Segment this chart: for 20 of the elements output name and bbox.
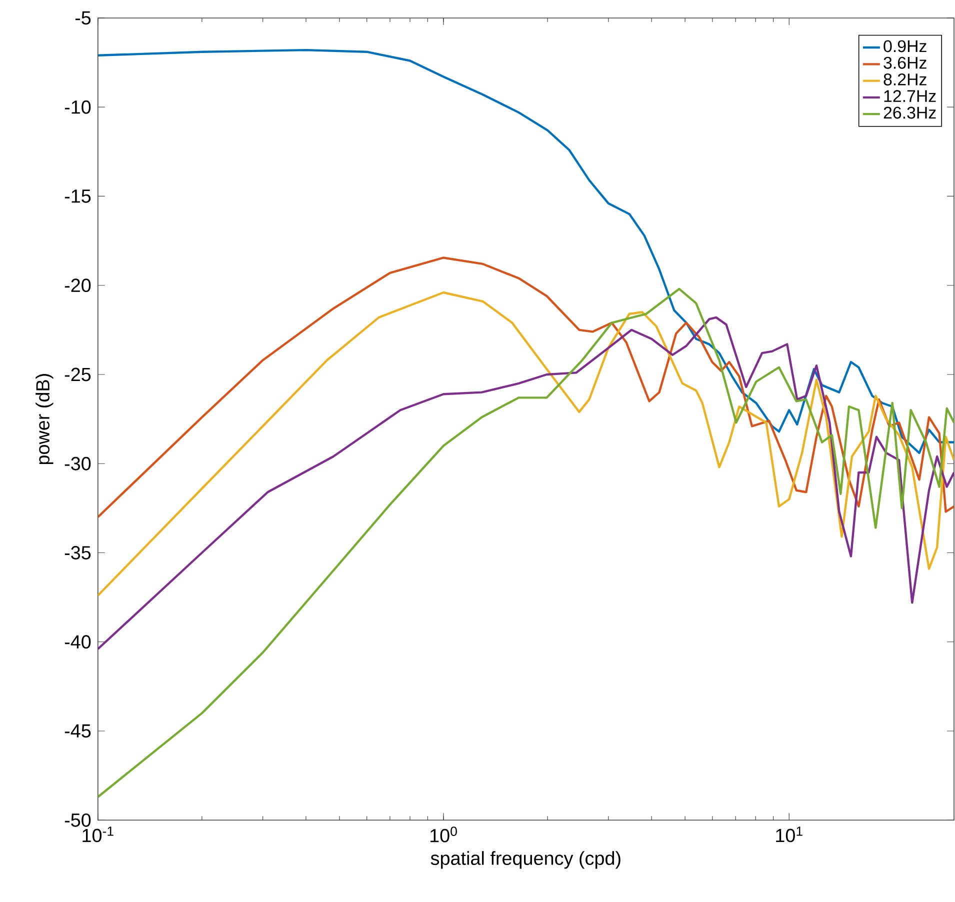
legend-label: 26.3Hz: [884, 106, 936, 119]
legend-label: 0.9Hz: [884, 40, 926, 52]
y-tick-label: -5: [75, 11, 91, 25]
y-tick-label: -45: [64, 724, 91, 738]
y-tick-label: -25: [64, 368, 91, 382]
y-tick-label: -10: [64, 100, 91, 114]
x-tick-label: 10$^{0}$: [430, 826, 457, 842]
legend-label: 8.2Hz: [884, 73, 926, 86]
x-tick-label: 10$^{1}$: [776, 826, 802, 842]
y-tick-label: -20: [64, 278, 91, 292]
y-tick-label: -15: [64, 190, 91, 203]
y-axis-title: power (dB): [36, 374, 54, 464]
y-tick-label: -30: [64, 456, 91, 470]
y-tick-label: -40: [64, 635, 91, 649]
y-tick-label: -50: [64, 813, 91, 827]
legend-label: 3.6Hz: [884, 56, 926, 69]
legend-label: 12.7Hz: [884, 90, 936, 102]
x-axis-title: spatial frequency (cpd): [430, 851, 620, 869]
y-tick-label: -35: [64, 546, 91, 560]
x-tick-label: 10$^{-1}$: [82, 826, 114, 842]
